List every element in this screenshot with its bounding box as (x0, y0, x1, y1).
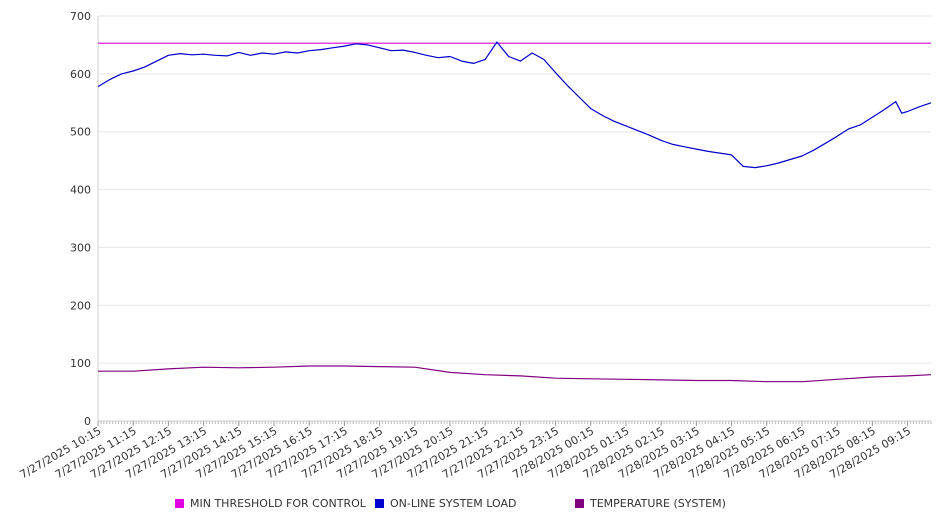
y-tick-label: 300 (70, 241, 91, 254)
series-line (98, 365, 932, 383)
legend-label: TEMPERATURE (SYSTEM) (590, 497, 726, 510)
y-tick-label: 200 (70, 299, 91, 312)
y-tick-label: 500 (70, 126, 91, 139)
grid (98, 15, 931, 422)
legend-item: TEMPERATURE (SYSTEM) (575, 497, 726, 510)
y-tick-label: 400 (70, 184, 91, 197)
y-tick-label: 600 (70, 68, 91, 81)
legend-item: MIN THRESHOLD FOR CONTROL (175, 497, 366, 510)
legend-label: MIN THRESHOLD FOR CONTROL (190, 497, 366, 510)
legend-item: ON-LINE SYSTEM LOAD (375, 497, 516, 510)
y-tick-label: 0 (84, 415, 91, 428)
series (97, 41, 932, 383)
series-line (97, 41, 932, 169)
legend-label: ON-LINE SYSTEM LOAD (390, 497, 517, 510)
legend-swatch (375, 499, 384, 508)
legend: MIN THRESHOLD FOR CONTROL ON-LINE SYSTEM … (0, 497, 946, 515)
legend-swatch (575, 499, 584, 508)
legend-swatch (175, 499, 184, 508)
y-tick-label: 700 (70, 10, 91, 23)
series-2 (98, 365, 932, 383)
y-tick-label: 100 (70, 357, 91, 370)
series-1 (97, 41, 932, 169)
